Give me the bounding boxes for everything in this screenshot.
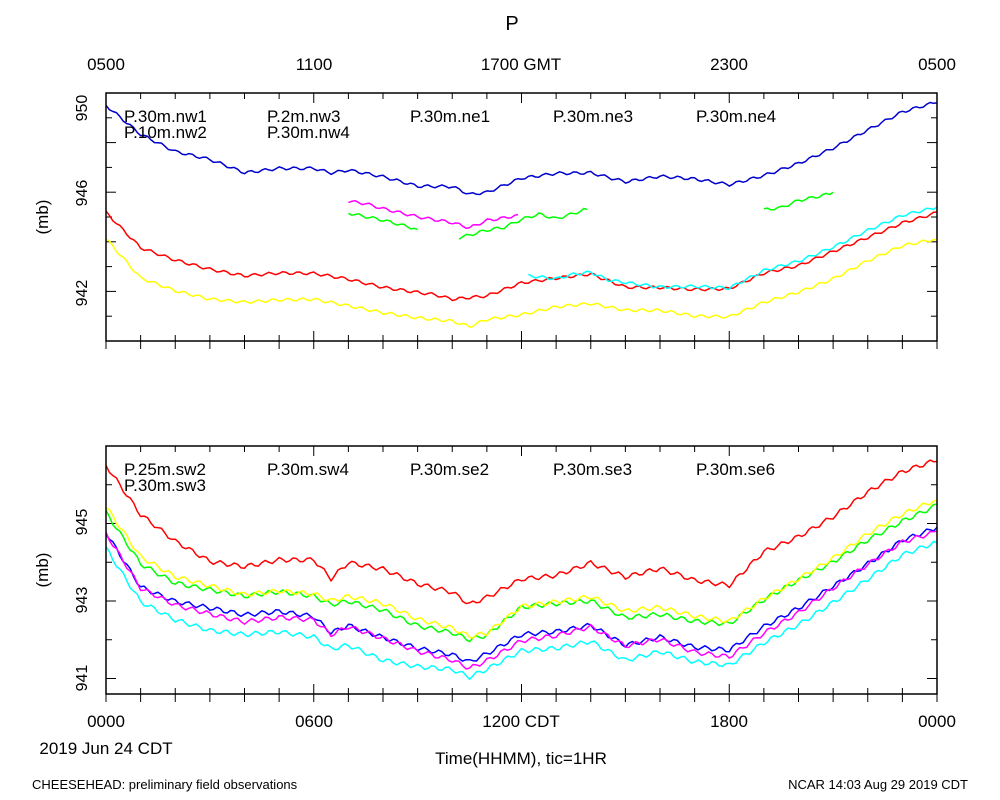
series-line-p-10m-nw2 (763, 191, 834, 211)
top-panel: 950 946 942 (mb) P.30m.nw1 P.2m.nw3 P.30… (33, 92, 938, 349)
top-axis-tick: 0500 (87, 55, 125, 74)
bottom-panel-frame (105, 445, 938, 695)
bottom-axis-tick: 0000 (918, 712, 956, 731)
date-label: 2019 Jun 24 CDT (39, 739, 172, 758)
bottom-axis-tick: 0000 (87, 712, 125, 731)
top-ytick-label: 946 (74, 180, 91, 207)
x-axis-label: Time(HHMM), tic=1HR (435, 749, 607, 768)
series-line-p-25m-sw2 (105, 459, 938, 605)
legend-label-p30m-se3: P.30m.se3 (553, 460, 632, 479)
top-ytick-label: 950 (74, 95, 91, 122)
series-line-p-30m-ne3 (105, 238, 938, 328)
bottom-axis-tick: 0600 (295, 712, 333, 731)
top-legend: P.30m.nw1 P.2m.nw3 P.30m.ne1 P.30m.ne3 P… (124, 107, 776, 142)
bottom-axis-tick: 1200 CDT (482, 712, 559, 731)
series-line-p-30m-se2 (105, 540, 938, 681)
top-axis-tick: 2300 (710, 55, 748, 74)
top-axis-tick: 1100 (296, 55, 333, 74)
series-line-p-30m-ne1 (348, 199, 519, 229)
bottom-ylabel: (mb) (33, 553, 52, 588)
legend-label-p30m-se2: P.30m.se2 (410, 460, 489, 479)
bottom-panel-series (105, 459, 938, 681)
series-line-p-30m-se3 (105, 530, 938, 670)
series-line-p-30m-nw1 (105, 210, 938, 302)
legend-label-p30m-se6: P.30m.se6 (696, 460, 775, 479)
bottom-ytick-label: 943 (74, 587, 91, 614)
top-axis-tick: 1700 GMT (481, 55, 561, 74)
legend-label-p30m-ne3: P.30m.ne3 (553, 107, 633, 126)
top-ylabel: (mb) (33, 200, 52, 235)
series-line-p-30m-se6 (105, 499, 938, 639)
top-panel-ticks (105, 92, 938, 349)
bottom-panel-ticks (105, 445, 938, 702)
bottom-legend: P.25m.sw2 P.30m.sw4 P.30m.se2 P.30m.se3 … (124, 460, 775, 495)
footer-left: CHEESEHEAD: preliminary field observatio… (32, 777, 298, 792)
legend-label-p25m-sw2: P.25m.sw2 (124, 460, 206, 479)
legend-label-p30m-sw4: P.30m.sw4 (267, 460, 349, 479)
legend-label-p30m-ne1: P.30m.ne1 (410, 107, 490, 126)
top-ytick-label: 942 (74, 280, 91, 307)
bottom-ytick-label: 945 (74, 509, 91, 536)
legend-label-p2m-nw3: P.2m.nw3 (267, 107, 340, 126)
series-line-p-2m-nw3 (105, 101, 938, 196)
legend-label-p30m-nw4: P.30m.nw4 (267, 123, 350, 142)
series-line-p-10m-nw2 (348, 212, 418, 231)
top-axis-tick: 0500 (918, 55, 956, 74)
series-line-p-10m-nw2 (458, 207, 588, 240)
legend-label-p30m-nw1: P.30m.nw1 (124, 107, 207, 126)
series-line-p-30m-nw4 (528, 206, 938, 290)
bottom-axis-tick: 1800 (710, 712, 748, 731)
chart-title: P (505, 13, 518, 35)
series-line-p-30m-sw4 (105, 526, 938, 662)
bottom-ytick-label: 941 (74, 665, 91, 692)
top-panel-frame (105, 92, 938, 342)
footer-right: NCAR 14:03 Aug 29 2019 CDT (788, 777, 968, 792)
bottom-panel: 945 943 941 (mb) P.25m.sw2 P.30m.sw4 P.3… (33, 445, 938, 702)
legend-label-p10m-nw2: P.10m.nw2 (124, 123, 207, 142)
top-panel-series (105, 101, 938, 328)
legend-label-p30m-ne4: P.30m.ne4 (696, 107, 776, 126)
legend-label-p30m-sw3: P.30m.sw3 (124, 476, 206, 495)
